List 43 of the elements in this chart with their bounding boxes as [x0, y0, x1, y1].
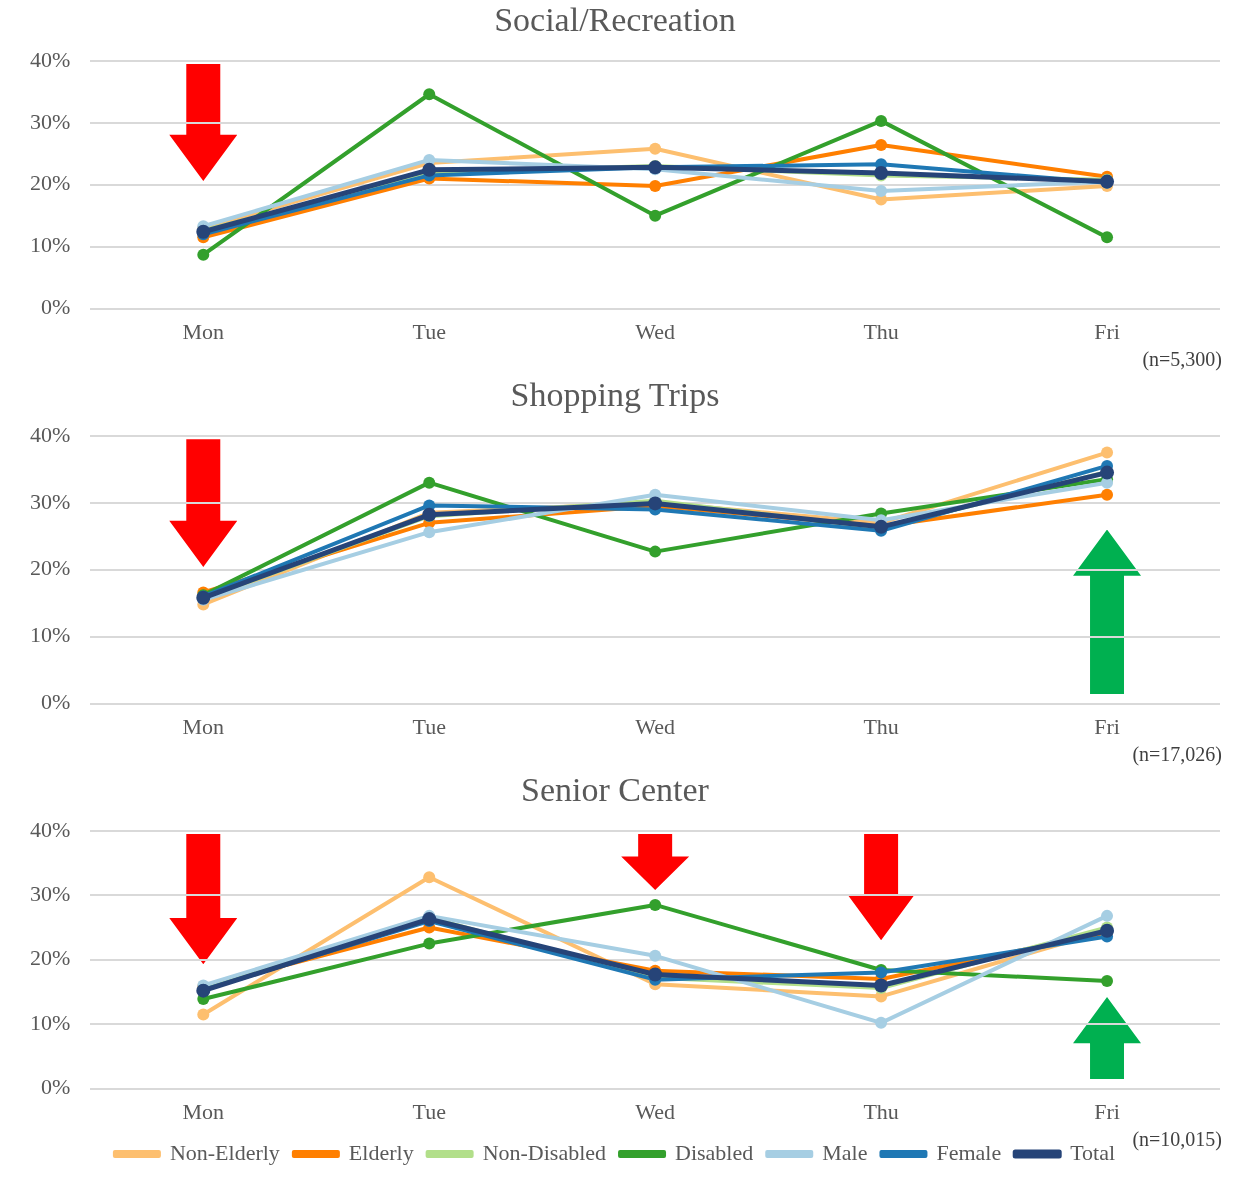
- y-tick-label: 0%: [41, 1074, 71, 1100]
- y-tick-label: 10%: [30, 622, 71, 648]
- legend-label: Total: [1070, 1139, 1116, 1165]
- chart-title: Shopping Trips: [510, 376, 720, 414]
- legend-label: Non-Disabled: [482, 1139, 607, 1165]
- y-tick-label: 20%: [30, 170, 71, 196]
- y-tick-label: 0%: [41, 689, 71, 715]
- x-tick-label: Tue: [412, 713, 446, 739]
- x-tick-label: Wed: [635, 318, 676, 344]
- text: (n=17,026): [1132, 743, 1222, 767]
- x-tick-label: Tue: [412, 318, 446, 344]
- y-tick-label: 10%: [30, 232, 71, 258]
- x-tick-label: Fri: [1094, 318, 1120, 344]
- y-tick-label: 40%: [30, 421, 71, 447]
- y-tick-label: 0%: [41, 294, 71, 320]
- x-tick-label: Tue: [412, 1098, 446, 1124]
- x-tick-label: Thu: [863, 713, 899, 739]
- y-tick-label: 40%: [30, 46, 71, 72]
- text: (n=5,300): [1142, 348, 1222, 372]
- y-tick-label: 30%: [30, 108, 71, 134]
- x-tick-label: Mon: [182, 713, 225, 739]
- x-tick-label: Fri: [1094, 1098, 1120, 1124]
- legend-label: Elderly: [348, 1139, 414, 1165]
- x-tick-label: Mon: [182, 318, 225, 344]
- y-tick-label: 10%: [30, 1009, 71, 1035]
- y-tick-label: 30%: [30, 881, 71, 907]
- legend-label: Male: [822, 1139, 868, 1165]
- text: (n=10,015): [1132, 1128, 1222, 1152]
- x-tick-label: Wed: [635, 1098, 676, 1124]
- x-tick-label: Thu: [863, 1098, 899, 1124]
- chart-title: Senior Center: [521, 771, 710, 809]
- x-tick-label: Wed: [635, 713, 676, 739]
- legend-label: Disabled: [675, 1139, 754, 1165]
- legend-label: Non-Elderly: [169, 1139, 280, 1165]
- y-tick-label: 30%: [30, 488, 71, 514]
- y-tick-label: 40%: [30, 816, 71, 842]
- x-tick-label: Thu: [863, 318, 899, 344]
- legend-label: Female: [936, 1139, 1002, 1165]
- y-tick-label: 20%: [30, 945, 71, 971]
- chart-title: Social/Recreation: [494, 1, 736, 39]
- x-tick-label: Mon: [182, 1098, 225, 1124]
- x-tick-label: Fri: [1094, 713, 1120, 739]
- y-tick-label: 20%: [30, 555, 71, 581]
